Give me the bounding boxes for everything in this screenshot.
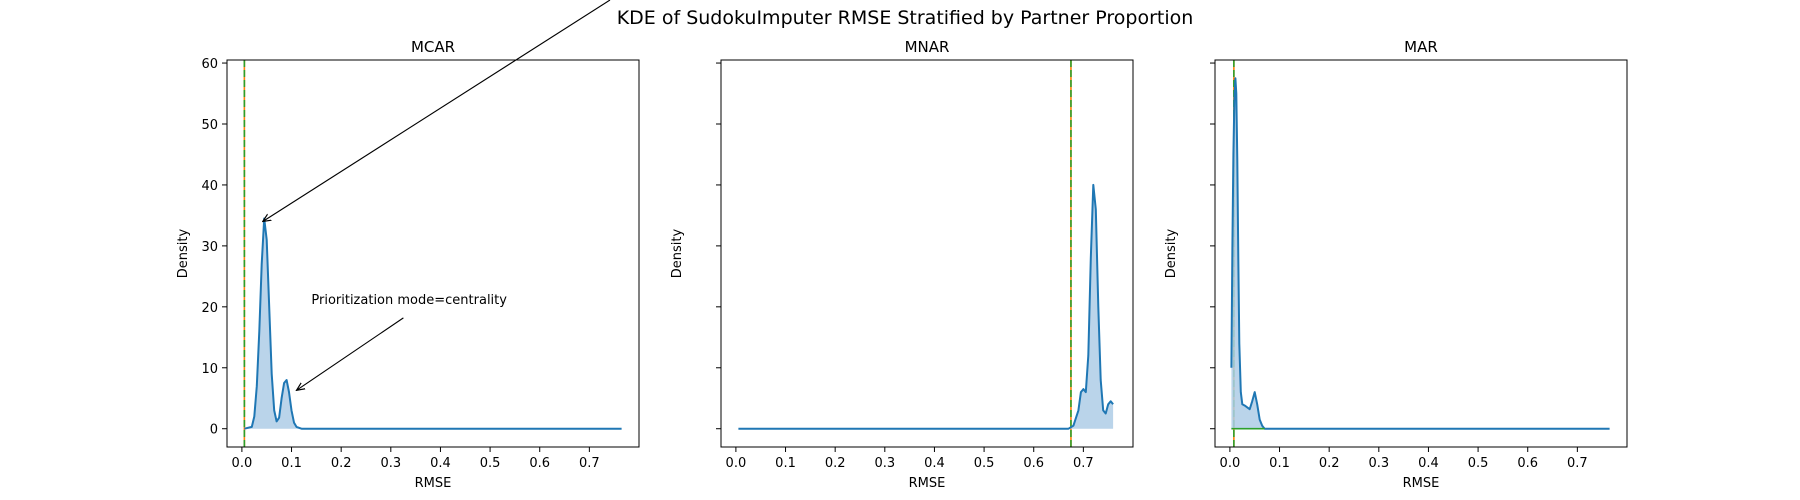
annotation-arrow — [296, 317, 404, 390]
x-tick-label: 0.5 — [1468, 456, 1489, 471]
panel-mar: 0.0 0.1 0.2 0.3 0.4 0.5 0.6 0.7 MAR RMSE Density — [1164, 38, 1628, 491]
x-tick-label: 0.6 — [529, 456, 550, 471]
x-tick-label: 0.5 — [480, 456, 501, 471]
x-tick-label: 0.4 — [430, 456, 451, 471]
x-tick-label: 0.2 — [331, 456, 352, 471]
x-tick-label: 0.3 — [1368, 456, 1389, 471]
x-tick-label: 0.0 — [1220, 456, 1241, 471]
axes-frame — [226, 59, 640, 448]
density-line — [244, 217, 622, 430]
density-area — [1231, 78, 1610, 429]
axes-frame — [1214, 59, 1628, 448]
x-tick-label: 0.1 — [775, 456, 796, 471]
x-tick-label: 0.2 — [825, 456, 846, 471]
annotation-arrow — [263, 0, 611, 222]
y-tick-label: 50 — [201, 118, 218, 133]
density-line — [738, 183, 1114, 430]
annotation-text: Prioritization mode=centrality — [311, 293, 507, 308]
x-tick-label: 0.4 — [924, 456, 945, 471]
y-tick-label: 60 — [201, 57, 218, 72]
x-tick-label: 0.1 — [281, 456, 302, 471]
density-line — [1230, 77, 1610, 430]
panel-title: MCAR — [411, 38, 455, 56]
y-tick-label: 40 — [201, 179, 218, 194]
x-tick-label: 0.7 — [1567, 456, 1588, 471]
x-axis-label: RMSE — [415, 476, 452, 491]
figure-title: KDE of SudokuImputer RMSE Stratified by … — [617, 7, 1194, 29]
y-axis-label: Density — [670, 228, 685, 278]
x-axis-label: RMSE — [909, 476, 946, 491]
y-tick-label: 20 — [201, 301, 218, 316]
y-tick-label: 10 — [201, 362, 218, 377]
panel-mnar: 0.0 0.1 0.2 0.3 0.4 0.5 0.6 0.7 MNAR RMSE Density — [670, 38, 1134, 491]
x-axis-label: RMSE — [1403, 476, 1440, 491]
panels: 0.0 0.1 0.2 0.3 0.4 0.5 0.6 0.7 0 10 20 30 40 50 60 MCA… — [176, 0, 1628, 491]
panel-mcar: 0.0 0.1 0.2 0.3 0.4 0.5 0.6 0.7 0 10 20 30 40 50 60 MCA… — [176, 0, 640, 491]
panel-title: MAR — [1404, 38, 1438, 56]
x-tick-label: 0.3 — [380, 456, 401, 471]
x-tick-label: 0.3 — [874, 456, 895, 471]
x-tick-label: 0.0 — [726, 456, 747, 471]
x-tick-label: 0.5 — [974, 456, 995, 471]
y-axis-label: Density — [1164, 228, 1179, 278]
y-tick-label: 0 — [210, 423, 218, 438]
x-tick-label: 0.6 — [1023, 456, 1044, 471]
x-tick-label: 0.2 — [1319, 456, 1340, 471]
axes-frame — [720, 59, 1134, 448]
panel-title: MNAR — [905, 38, 950, 56]
x-tick-label: 0.0 — [232, 456, 253, 471]
x-tick-label: 0.1 — [1269, 456, 1290, 471]
x-tick-label: 0.7 — [579, 456, 600, 471]
density-area — [738, 184, 1114, 429]
density-area — [244, 218, 622, 429]
y-axis-label: Density — [176, 228, 191, 278]
y-tick-label: 30 — [201, 240, 218, 255]
x-tick-label: 0.6 — [1517, 456, 1538, 471]
x-tick-label: 0.4 — [1418, 456, 1439, 471]
x-tick-label: 0.7 — [1073, 456, 1094, 471]
